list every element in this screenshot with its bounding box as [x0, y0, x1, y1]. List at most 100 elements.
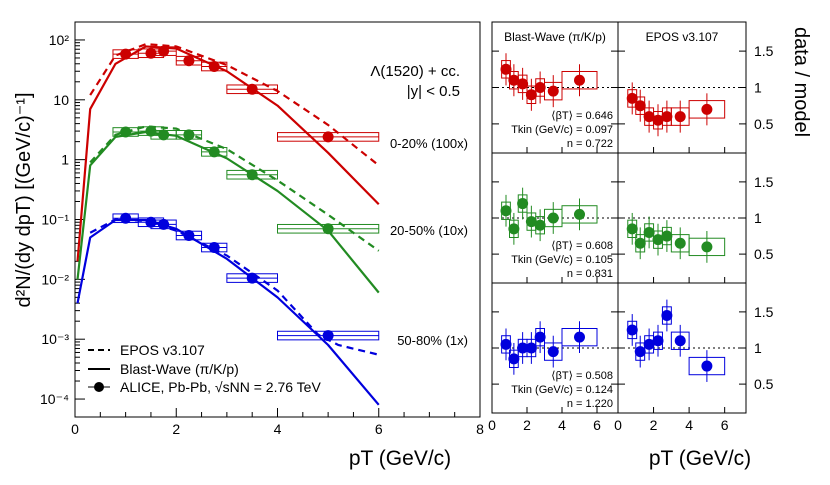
- ratio-x-tick-label: 6: [721, 417, 729, 433]
- ratio-x-tick-label: 2: [650, 417, 658, 433]
- ratio-point: [661, 310, 673, 321]
- ratio-point: [500, 338, 512, 350]
- blast-wave-curve: [76, 218, 380, 406]
- ratio-y-tick-label: 1: [754, 210, 762, 226]
- ratio-point: [508, 74, 520, 86]
- ratio-x-tick-label: 6: [593, 417, 601, 433]
- data-point: [183, 55, 195, 67]
- data-point: [208, 242, 220, 254]
- ratio-point: [661, 111, 673, 123]
- main-x-tick-label: 0: [71, 421, 79, 437]
- main-y-tick-label: 10⁻¹: [41, 212, 69, 228]
- ratio-point: [626, 223, 638, 235]
- centrality-label-0-20: 0-20% (100x): [390, 136, 468, 151]
- data-point: [158, 129, 170, 141]
- bw-param-beta: ⟨βT⟩ = 0.646: [551, 110, 613, 122]
- ratio-point: [701, 103, 713, 115]
- ratio-y-tick-label: 1: [754, 80, 762, 96]
- ratio-point: [574, 331, 585, 343]
- ratio-y-axis-label: data / model: [790, 27, 812, 137]
- ratio-y-tick-label: 0.5: [754, 116, 774, 132]
- data-point: [208, 146, 220, 158]
- data-point: [120, 126, 132, 138]
- bw-param-n: n = 0.722: [567, 138, 613, 150]
- ratio-point: [643, 226, 655, 238]
- ratio-point: [517, 198, 529, 210]
- ratio-point: [652, 335, 664, 347]
- main-y-axis-label: d²N/(dy dpT) [(GeV/c)⁻¹]: [13, 92, 35, 307]
- ratio-x-tick-label: 4: [685, 417, 693, 433]
- data-point: [246, 169, 258, 181]
- legend-bw-label: Blast-Wave (π/K/p): [120, 361, 239, 377]
- data-point: [322, 131, 334, 143]
- ratio-point: [500, 63, 512, 75]
- ratio-panel-1-1: 0.5 1 1.5: [617, 152, 774, 284]
- ratio-point: [525, 89, 537, 101]
- ratio-point: [626, 324, 638, 336]
- ratio-point: [534, 82, 546, 93]
- data-point: [158, 218, 170, 230]
- data-point: [120, 48, 132, 60]
- ratio-y-tick-label: 1.5: [754, 43, 774, 59]
- ratio-point: [525, 342, 537, 354]
- main-y-tick-label: 10⁻⁴: [40, 391, 69, 407]
- ratio-point: [674, 111, 686, 123]
- data-point: [322, 223, 334, 235]
- ratio-point: [634, 237, 646, 249]
- main-y-tick-label: 10: [53, 92, 69, 108]
- ratio-y-tick-label: 1.5: [754, 304, 774, 320]
- main-x-tick-label: 8: [476, 421, 484, 437]
- blast-wave-curve: [76, 130, 380, 294]
- ratio-x-axis-label: pT (GeV/c): [649, 447, 751, 470]
- centrality-label-20-50: 20-50% (10x): [390, 223, 468, 238]
- ratio-point: [701, 241, 713, 253]
- epos-curve: [89, 125, 380, 252]
- ratio-point: [534, 219, 546, 231]
- ratio-x-tick-label: 4: [558, 417, 566, 433]
- ratio-panel-1-0: ⟨βT⟩ = 0.608 Tkin (GeV/c) = 0.105 n = 0.83…: [491, 152, 619, 284]
- ratio-x-tick-label: 0: [614, 417, 622, 433]
- ratio-x-tick-label: 2: [523, 417, 531, 433]
- legend: EPOS v3.107 Blast-Wave (π/K/p) ALICE, Pb…: [88, 342, 321, 395]
- ratio-frame: [617, 152, 747, 284]
- ratio-point: [626, 92, 638, 104]
- data-point: [183, 230, 195, 242]
- main-y-tick-label: 10⁻³: [41, 331, 69, 347]
- main-y-tick-label: 10²: [49, 32, 70, 48]
- legend-alice-label: ALICE, Pb-Pb, √sNN = 2.76 TeV: [120, 379, 321, 395]
- main-x-tick-label: 4: [274, 421, 282, 437]
- ratio-point: [508, 223, 520, 235]
- ratio-point: [701, 360, 713, 372]
- rapidity-label: |y| < 0.5: [407, 83, 460, 100]
- epos-curve: [89, 43, 380, 167]
- series-2: [76, 212, 380, 406]
- particle-label: Λ(1520) + cc.: [370, 63, 460, 80]
- bw-param-beta: ⟨βT⟩ = 0.608: [551, 240, 613, 252]
- ratio-col-title-epos: EPOS v3.107: [646, 30, 719, 44]
- centrality-label-50-80: 50-80% (1x): [397, 333, 468, 348]
- ratio-point: [674, 335, 686, 347]
- data-point: [120, 212, 132, 224]
- ratio-point: [634, 100, 646, 112]
- main-y-tick-label: 1: [61, 152, 69, 168]
- data-point: [158, 45, 170, 57]
- legend-alice-marker: [94, 382, 104, 392]
- ratio-point: [574, 74, 585, 86]
- bw-param-tkin: Tkin (GeV/c) = 0.124: [511, 384, 613, 396]
- bw-param-beta: ⟨βT⟩ = 0.508: [551, 370, 613, 382]
- ratio-point: [574, 208, 585, 220]
- ratio-point: [534, 331, 546, 343]
- data-point: [322, 330, 334, 342]
- series-0: [76, 43, 380, 262]
- main-x-tick-label: 2: [172, 421, 180, 437]
- ratio-point: [634, 346, 646, 358]
- ratio-point: [661, 230, 673, 242]
- data-point: [246, 272, 258, 284]
- ratio-point: [517, 78, 529, 90]
- ratio-point: [547, 85, 559, 97]
- ratio-point: [674, 237, 686, 249]
- ratio-point: [500, 205, 512, 217]
- bw-param-tkin: Tkin (GeV/c) = 0.097: [511, 124, 613, 136]
- legend-epos-label: EPOS v3.107: [120, 342, 205, 358]
